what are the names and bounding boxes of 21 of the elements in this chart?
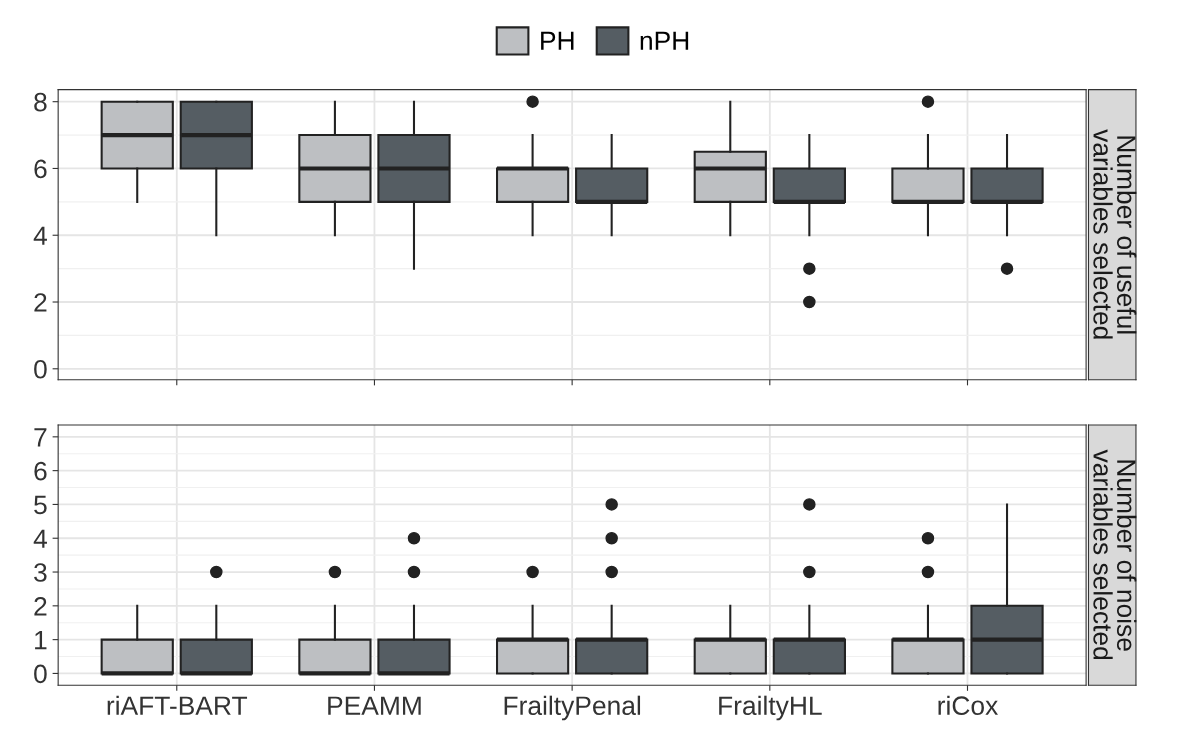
x-tick-label: FrailtyHL <box>719 695 822 721</box>
legend-label: PH <box>541 31 574 50</box>
y-tick-label: 1 <box>35 631 47 650</box>
x-tick-label: PEAMM <box>328 696 421 715</box>
y-tick-label: 6 <box>34 461 47 481</box>
y-tick-label: 3 <box>34 563 47 582</box>
y-tick-label: 0 <box>34 664 47 684</box>
y-tick-label: 8 <box>34 92 47 112</box>
y-tick-label: 5 <box>34 495 47 515</box>
y-tick-label: 2 <box>34 293 47 312</box>
x-tick-label: riAFT-BART <box>107 695 248 715</box>
y-tick-label: 0 <box>34 359 47 379</box>
x-tick-label: riCox <box>938 695 998 716</box>
y-tick-label: 6 <box>34 159 47 179</box>
y-tick-label: 2 <box>34 596 47 616</box>
y-tick-label: 4 <box>33 529 47 548</box>
legend-label: nPH <box>640 31 689 50</box>
text: Number of useful variables selected <box>1093 129 1137 339</box>
x-tick-label: FrailtyPenal <box>504 695 641 721</box>
y-tick-label: 4 <box>33 226 47 245</box>
y-tick-label: 7 <box>34 428 47 447</box>
